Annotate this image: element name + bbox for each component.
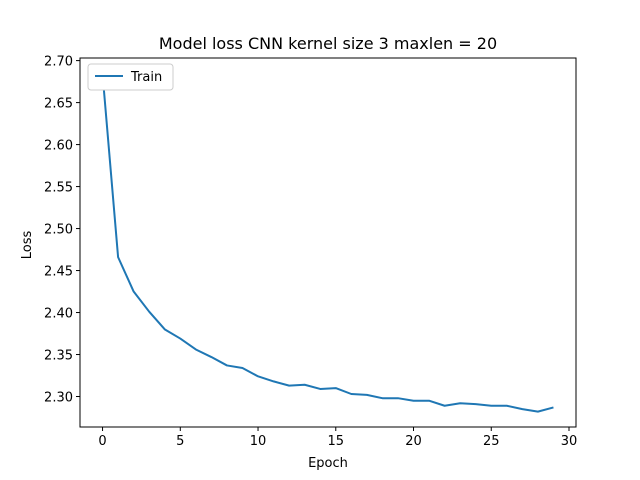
x-tick-label: 15 [328, 434, 345, 449]
x-tick-label: 5 [176, 434, 184, 449]
x-axis-label: Epoch [308, 456, 348, 471]
y-tick-label: 2.65 [44, 97, 73, 112]
y-tick-label: 2.30 [44, 391, 73, 406]
y-tick-label: 2.70 [44, 55, 73, 70]
x-axis-ticks: 0 5 10 15 20 25 30 [98, 427, 577, 449]
y-tick-label: 2.45 [44, 265, 73, 280]
x-tick-label: 10 [250, 434, 267, 449]
axes-frame [79, 57, 577, 428]
x-tick-label: 25 [483, 434, 500, 449]
y-axis-ticks: 2.30 2.35 2.40 2.45 2.50 2.55 2.60 2.65 2.70 [44, 55, 80, 406]
legend-label-train: Train [130, 70, 162, 85]
y-tick-label: 2.40 [44, 307, 73, 322]
y-tick-label: 2.60 [44, 139, 73, 154]
y-tick-label: 2.55 [44, 181, 73, 196]
y-tick-label: 2.35 [44, 349, 73, 364]
series-line-train [101, 73, 554, 413]
y-tick-label: 2.50 [44, 223, 73, 238]
y-axis-label: Loss [20, 231, 35, 260]
x-tick-label: 0 [98, 434, 106, 449]
legend: Train [87, 63, 174, 91]
x-tick-label: 30 [561, 434, 578, 449]
x-tick-label: 20 [405, 434, 422, 449]
plot-area [79, 57, 577, 428]
legend-box [87, 63, 174, 91]
chart-title: Model loss CNN kernel size 3 maxlen = 20 [159, 34, 497, 53]
